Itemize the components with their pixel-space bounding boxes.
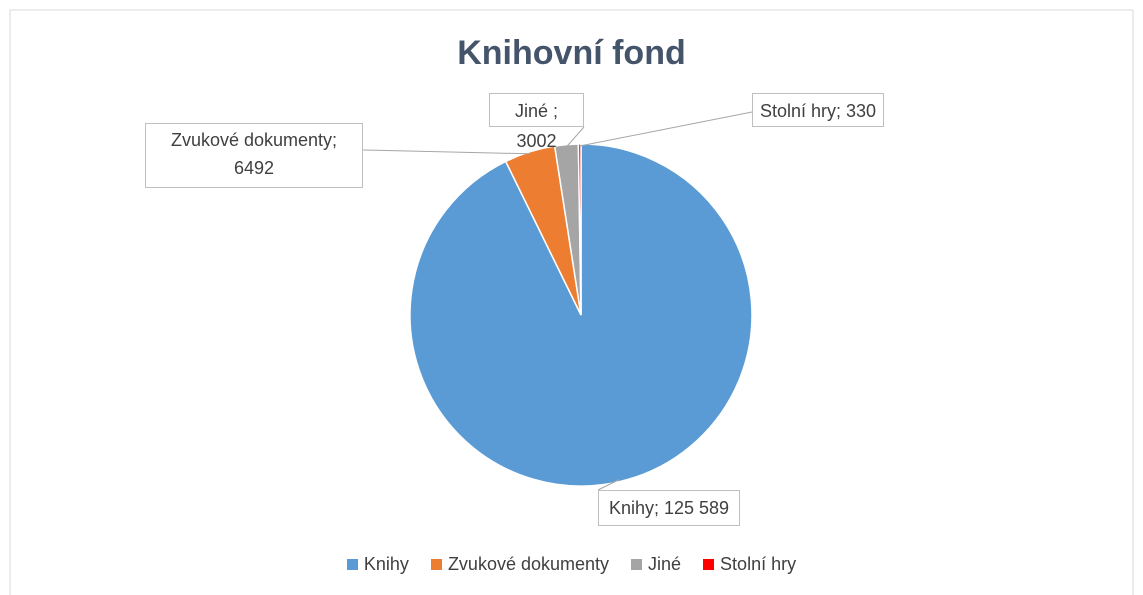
legend-label: Jiné [648, 554, 682, 574]
data-label: Jiné ; 3002 [489, 93, 584, 151]
leader-line [597, 479, 620, 491]
leader-line [579, 111, 753, 147]
chart-border [9, 9, 1134, 595]
legend-label: Knihy [363, 554, 409, 574]
legend-swatch [703, 559, 715, 570]
data-label: Zvukové dokumenty; 6492 [145, 123, 363, 188]
pie-slice [577, 143, 582, 316]
legend-item: Jiné [631, 554, 681, 575]
legend-swatch [346, 559, 358, 570]
legend-label: Zvukové dokumenty [447, 554, 610, 574]
legend-swatch [631, 559, 643, 570]
leader-line [362, 149, 531, 155]
legend: Knihy Zvukové dokumenty Jiné Stolní hry [0, 554, 1143, 575]
data-label: Stolní hry; 330 [752, 93, 884, 127]
legend-label: Stolní hry [720, 554, 797, 574]
legend-item: Stolní hry [703, 554, 796, 575]
legend-swatch [430, 559, 442, 570]
data-label: Knihy; 125 589 [598, 490, 740, 526]
legend-item: Knihy [346, 554, 409, 575]
legend-item: Zvukové dokumenty [430, 554, 610, 575]
chart-title: Knihovní fond [457, 34, 686, 72]
leader-line [566, 126, 585, 147]
